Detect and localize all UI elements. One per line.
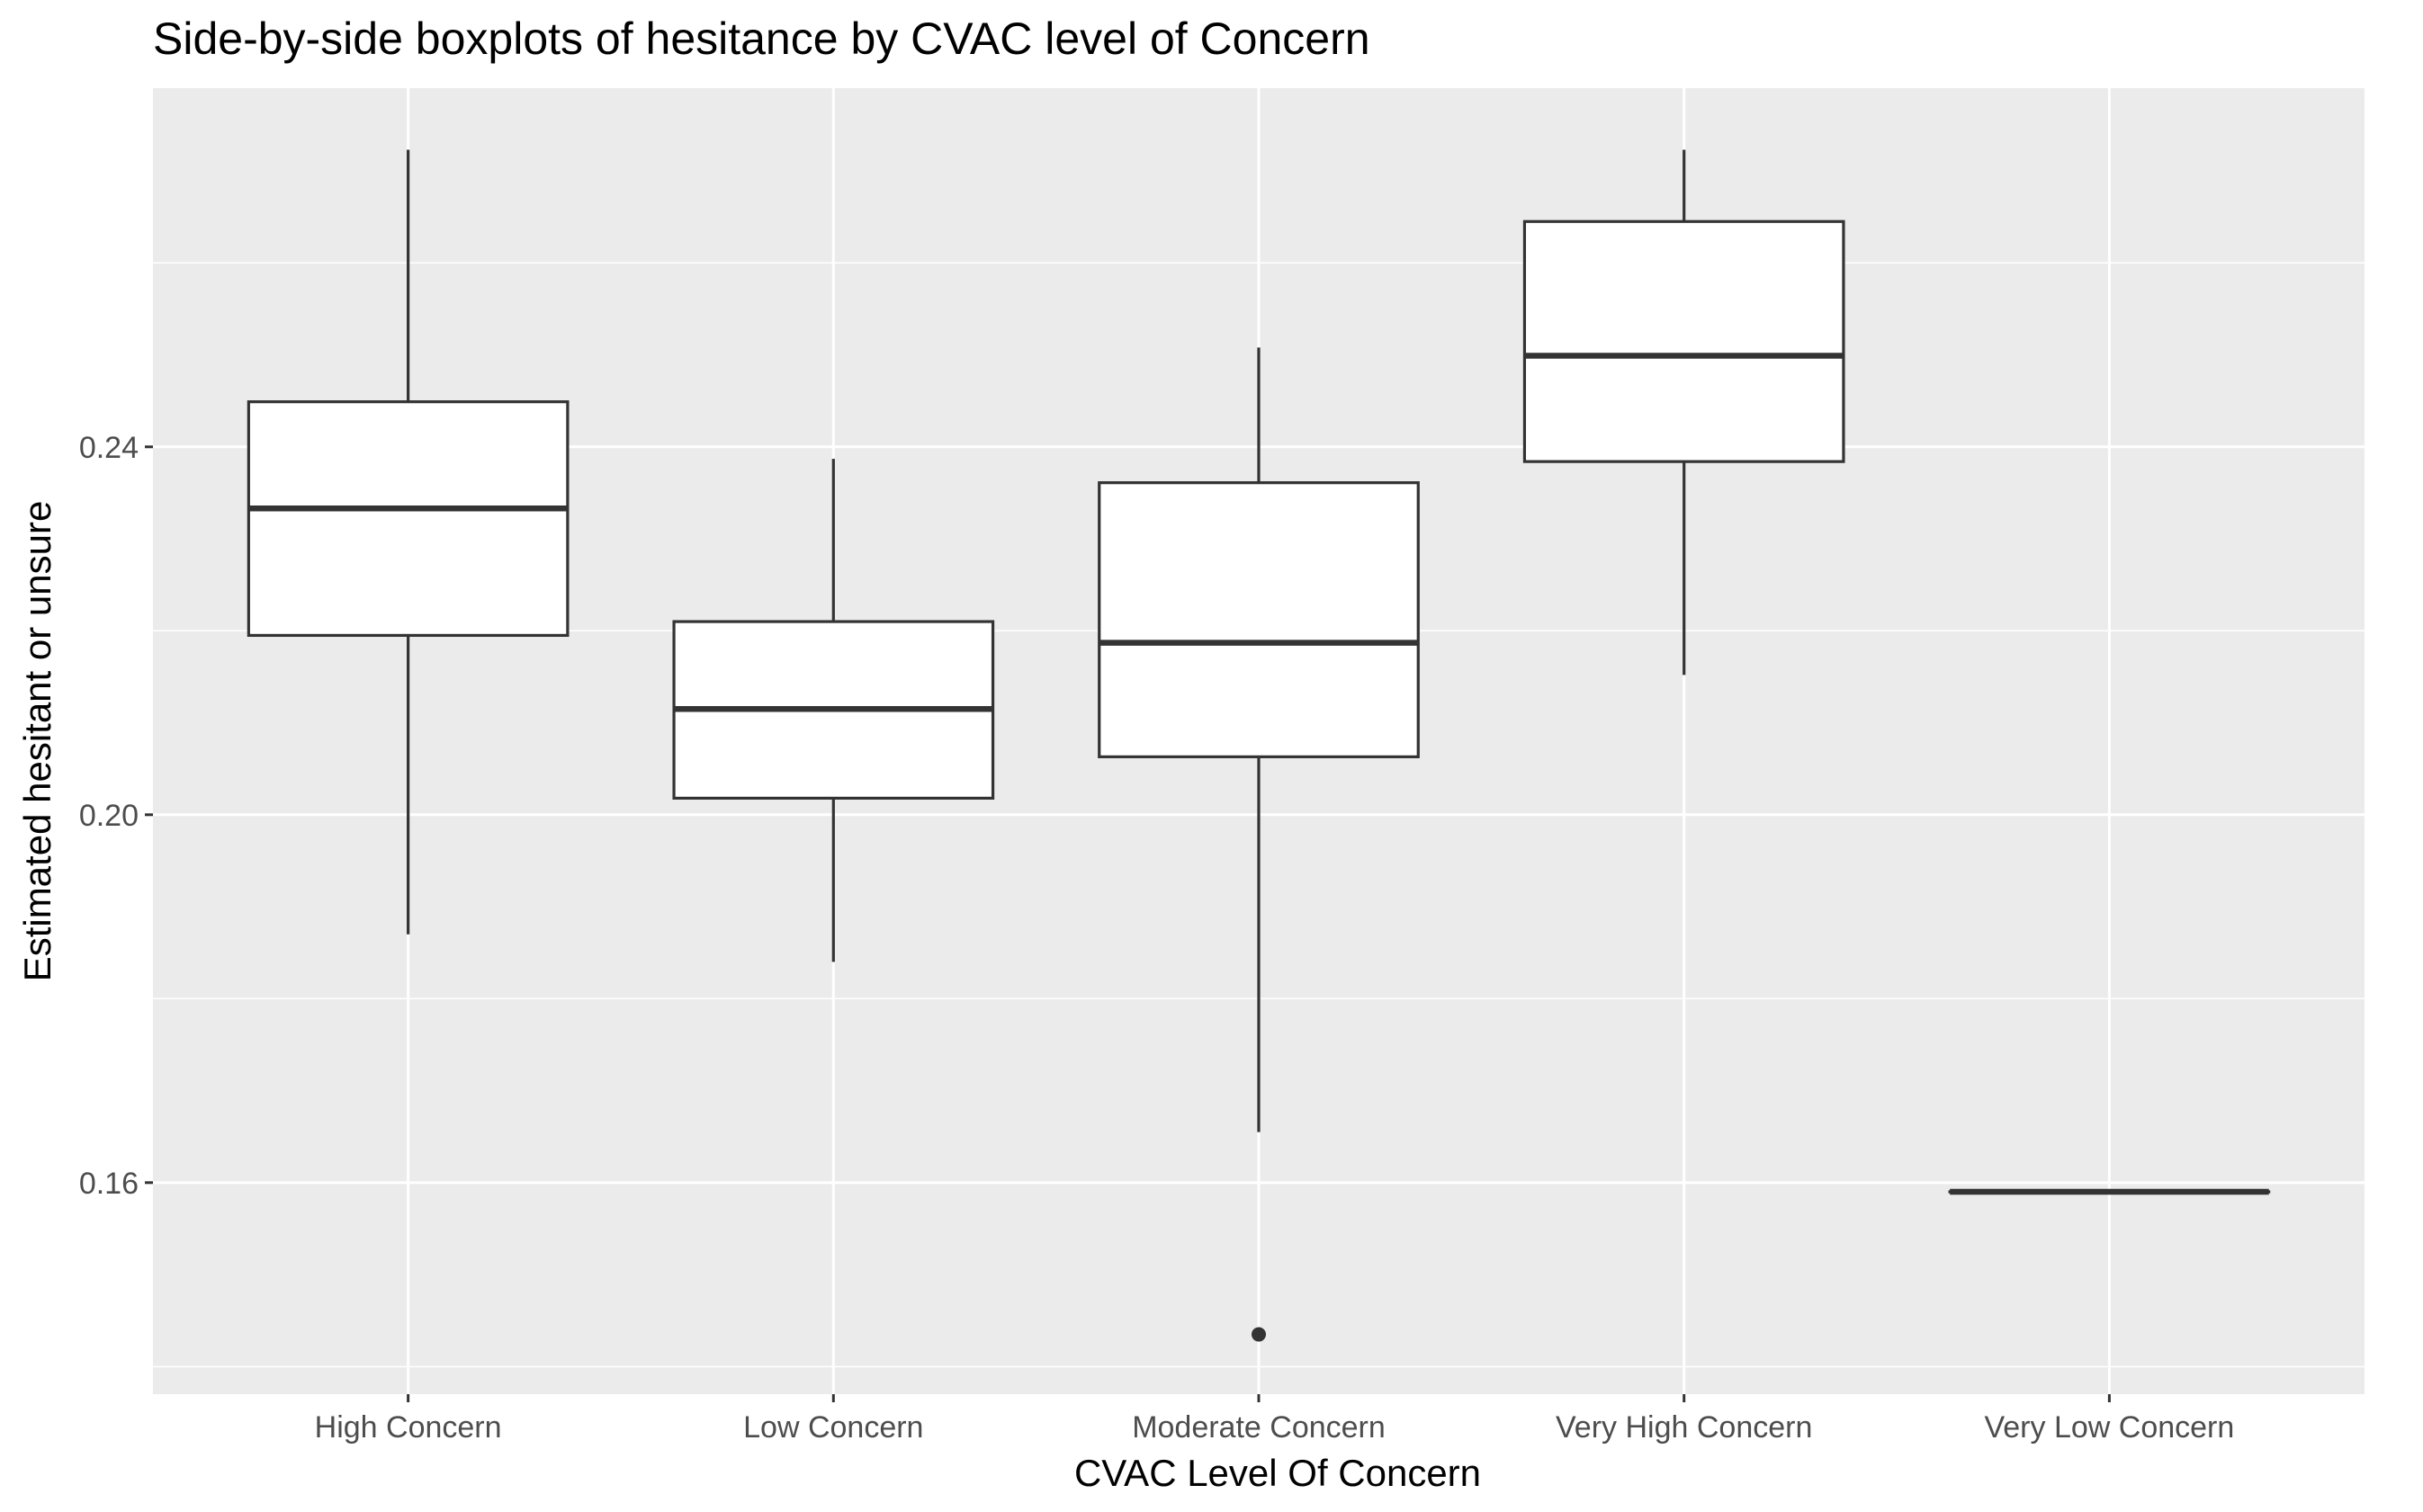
- box-high-concern: [247, 149, 570, 935]
- chart-title: Side-by-side boxplots of hesitance by CV…: [153, 13, 1370, 64]
- iqr-box: [1522, 219, 1845, 463]
- box-low-concern: [672, 459, 995, 962]
- outlier-point: [1252, 1327, 1266, 1342]
- x-tick-label: Very Low Concern: [1984, 1410, 2234, 1445]
- x-tick-label: High Concern: [315, 1410, 502, 1445]
- boxplot-boxes: [247, 149, 2271, 1342]
- y-axis-title: Estimated hesitant or unsure: [16, 501, 58, 982]
- x-tick-label: Very High Concern: [1556, 1410, 1812, 1445]
- box-very-high-concern: [1522, 149, 1845, 675]
- iqr-box: [247, 400, 570, 638]
- y-tick-label: 0.24: [79, 431, 139, 465]
- x-tick-label: Low Concern: [743, 1410, 923, 1445]
- y-tick-label: 0.20: [79, 799, 139, 833]
- x-axis-title: CVAC Level Of Concern: [1074, 1452, 1481, 1494]
- box-moderate-concern: [1098, 347, 1420, 1342]
- x-axis-ticks: High Concern Low Concern Moderate Concern V…: [315, 1394, 2234, 1445]
- y-axis-ticks: 0.16 0.20 0.24: [79, 431, 153, 1201]
- iqr-box: [1098, 481, 1420, 758]
- y-tick-label: 0.16: [79, 1167, 139, 1201]
- x-tick-label: Moderate Concern: [1132, 1410, 1386, 1445]
